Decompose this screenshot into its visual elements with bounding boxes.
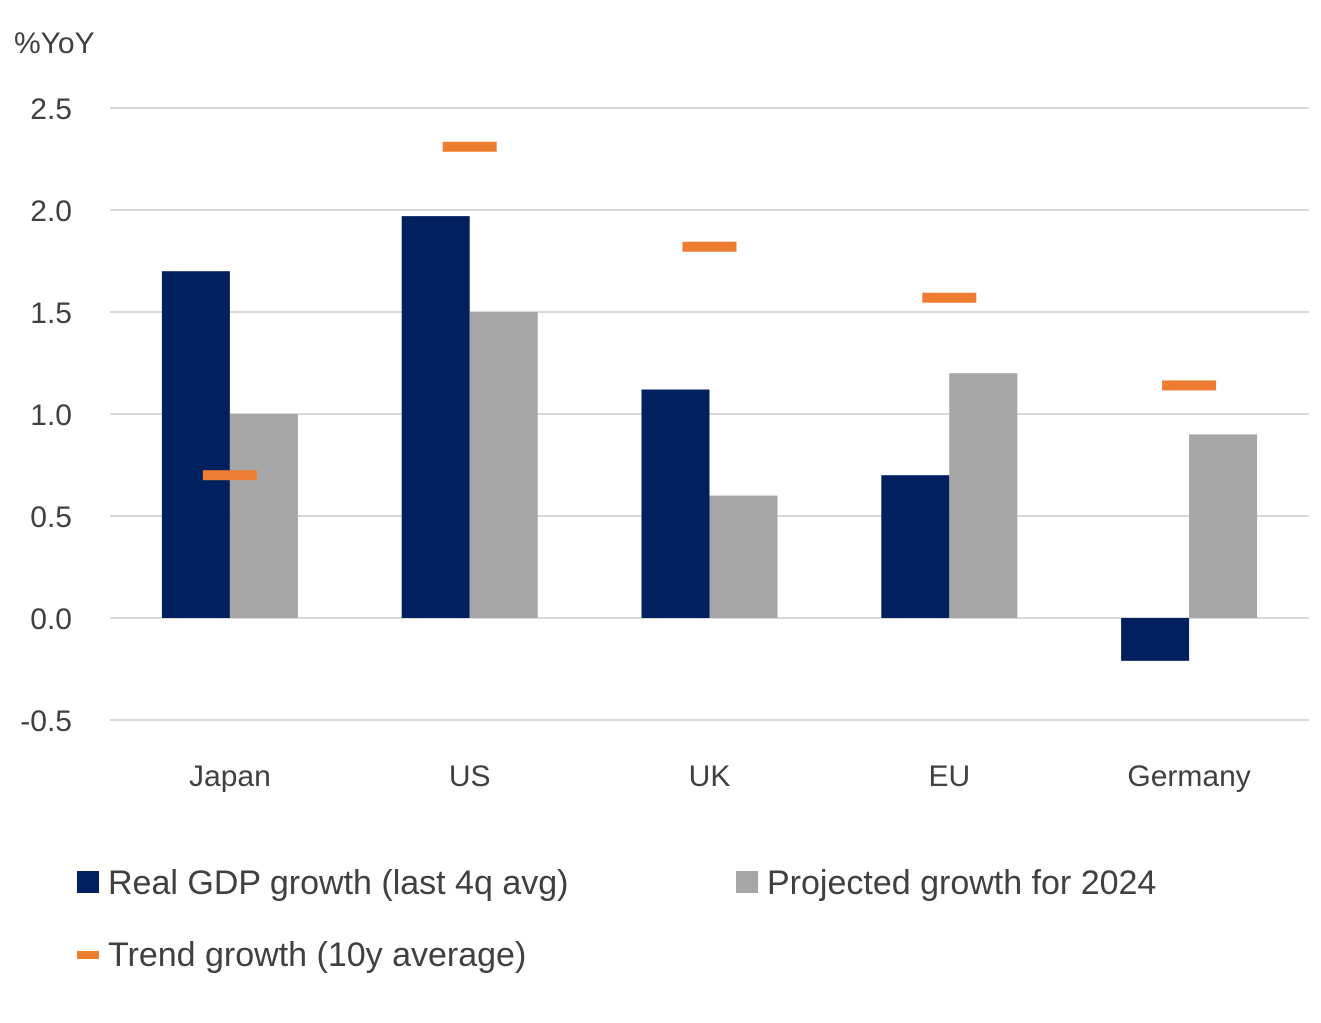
x-tick-labels: Japan US UK EU Germany — [189, 760, 1251, 793]
trend-marker-germany — [1162, 380, 1217, 391]
bars — [161, 216, 1258, 661]
legend-swatch-trend — [77, 951, 99, 959]
y-tick-label: -0.5 — [20, 705, 72, 738]
y-tick-label: 2.0 — [30, 195, 72, 228]
bar-real-gdp-eu — [881, 475, 950, 618]
legend-label-projected: Projected growth for 2024 — [767, 864, 1156, 902]
x-tick-label-uk: UK — [689, 760, 731, 793]
legend-label-real-gdp: Real GDP growth (last 4q avg) — [108, 864, 568, 902]
bar-projected-uk — [709, 495, 778, 618]
legend-swatch-real-gdp — [77, 871, 99, 893]
legend-swatch-projected — [736, 871, 758, 893]
y-tick-label: 1.0 — [30, 399, 72, 432]
bar-projected-us — [469, 312, 538, 618]
bar-real-gdp-uk — [641, 389, 710, 618]
bar-projected-japan — [229, 414, 298, 618]
y-tick-label: 2.5 — [30, 93, 72, 126]
trend-markers — [202, 141, 1217, 481]
trend-marker-us — [442, 141, 497, 152]
y-axis-label: %YoY — [14, 27, 95, 60]
legend: Real GDP growth (last 4q avg) Projected g… — [77, 864, 1156, 974]
legend-label-trend: Trend growth (10y average) — [108, 936, 526, 974]
y-tick-labels: 2.5 2.0 1.5 1.0 0.5 0.0 -0.5 — [20, 93, 72, 738]
trend-marker-japan — [202, 470, 257, 481]
y-tick-label: 0.5 — [30, 501, 72, 534]
bar-projected-eu — [949, 373, 1018, 618]
x-tick-label-eu: EU — [928, 760, 970, 793]
bar-projected-germany — [1189, 434, 1258, 618]
trend-marker-eu — [922, 292, 977, 303]
bar-real-gdp-germany — [1121, 618, 1190, 661]
bar-real-gdp-us — [401, 216, 470, 618]
x-tick-label-germany: Germany — [1127, 760, 1250, 793]
x-tick-label-us: US — [449, 760, 491, 793]
x-tick-label-japan: Japan — [189, 760, 271, 793]
y-tick-label: 0.0 — [30, 603, 72, 636]
y-tick-label: 1.5 — [30, 297, 72, 330]
trend-marker-uk — [682, 241, 737, 252]
bar-real-gdp-japan — [161, 271, 230, 618]
